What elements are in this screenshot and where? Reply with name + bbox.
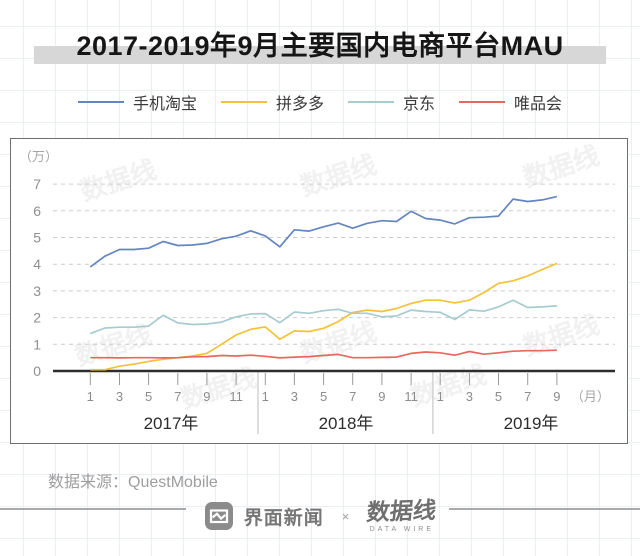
chart-container: 数据线 数据线 数据线 数据线 数据线 数据线 数据线 数据线 0 1 2 3 4 5 6 7 （万） 1 3 5 7 9… [10,138,628,444]
footer-brands: 界面新闻 × 数据线 DATA WIRE [0,494,640,538]
x-axis-unit-label: （月） [571,389,610,404]
footer-divider-right [449,508,640,510]
data-source-label: 数据来源：QuestMobile [48,474,218,491]
x-axis-month-label: 5 [145,389,152,404]
legend-item-taobao: 手机淘宝 [77,90,197,114]
data-wire-en-label: DATA WIRE [369,525,435,533]
x-axis-year-label: 2019年 [504,414,559,433]
watermark-text: 数据线 [296,316,379,369]
x-axis-month-label: 9 [553,389,560,404]
y-axis-tick-label: 5 [33,230,41,246]
x-axis-month-label: 3 [466,389,473,404]
x-axis-month-label: 1 [262,389,269,404]
series-line-vipshop [90,349,557,359]
jiemian-news-label: 界面新闻 [243,507,324,529]
x-axis-month-label: 3 [291,389,298,404]
x-axis-month-label: 7 [524,389,531,404]
legend-line-swatch-vipshop [459,101,506,103]
legend-label-pinduoduo: 拼多多 [275,96,324,113]
watermark-text: 数据线 [519,140,602,193]
legend-item-pinduoduo: 拼多多 [220,90,324,114]
footer-divider-left [0,508,186,510]
x-axis-month-label: 9 [378,389,385,404]
collab-x-mark: × [341,508,350,524]
page-title: 2017-2019年9月主要国内电商平台MAU [76,31,564,61]
y-axis-tick-label: 4 [33,256,41,272]
x-axis-month-label: 1 [437,389,444,404]
title-highlight-band [34,46,606,64]
legend-line-swatch-pinduoduo [220,101,267,103]
series-line-jd [89,299,557,335]
x-axis-month-label: 7 [174,389,181,404]
watermark-text: 数据线 [519,309,602,362]
x-axis-month-label: 11 [404,389,418,404]
title-block: 2017-2019年9月主要国内电商平台MAU [0,0,640,80]
data-wire-cn-label: 数据线 [365,496,438,525]
legend-label-vipshop: 唯品会 [514,96,563,113]
y-axis-tick-label: 6 [33,203,41,219]
watermark-text: 数据线 [76,154,159,207]
series-line-pinduoduo [90,262,558,371]
y-axis-tick-label: 3 [33,283,41,299]
y-axis-tick-label: 0 [33,363,41,379]
x-axis-month-label: 9 [203,389,210,404]
legend-line-swatch-jd [348,101,394,103]
x-axis-month-label: 5 [320,389,327,404]
x-axis-month-label: 3 [116,389,123,404]
y-axis-unit-label: （万） [19,149,58,164]
legend-label-jd: 京东 [403,96,436,113]
x-axis-month-label: 7 [349,389,356,404]
x-axis-year-label: 2017年 [144,414,199,433]
y-axis-tick-label: 7 [33,176,41,192]
watermark-text: 数据线 [296,149,379,202]
x-axis-month-label: 11 [229,389,243,404]
legend-item-vipshop: 唯品会 [459,90,562,114]
jiemian-news-logo-icon [204,501,234,531]
legend-line-swatch-taobao [77,101,124,103]
chart-legend: 手机淘宝 拼多多 京东 唯品会 [0,90,640,114]
series-line-taobao [89,195,558,268]
y-axis-tick-label: 1 [33,336,41,352]
x-axis-year-label: 2018年 [319,414,374,433]
y-axis-tick-label: 2 [33,310,41,326]
legend-item-jd: 京东 [348,90,435,114]
x-axis-month-label: 1 [87,389,94,404]
legend-label-taobao: 手机淘宝 [132,96,197,113]
watermark-text: 数据线 [406,359,489,412]
data-wire-logo: 数据线 DATA WIRE [365,496,438,533]
x-axis-month-label: 5 [495,389,502,404]
